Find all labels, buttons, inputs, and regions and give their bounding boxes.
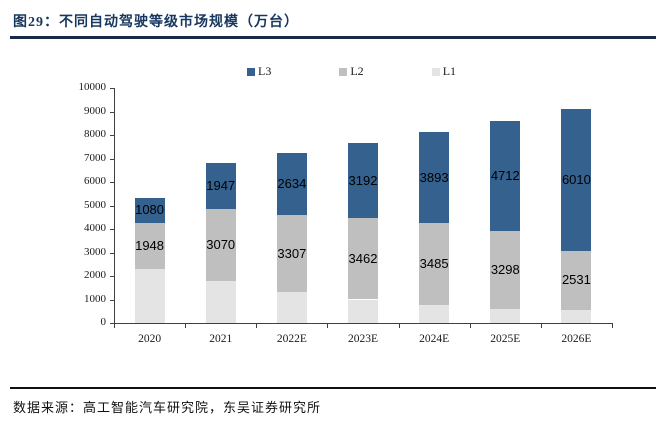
- x-axis-tick: [398, 324, 400, 328]
- legend-swatch-l1: [431, 67, 440, 76]
- legend-label-l2: L2: [350, 64, 364, 78]
- bar-value-label: 1947: [206, 177, 236, 193]
- bar-value-label: 3307: [277, 245, 307, 261]
- x-axis-tick: [256, 324, 258, 328]
- x-axis-category-label: 2023E: [347, 333, 379, 345]
- bar-segment-l2: [490, 231, 521, 309]
- x-axis-tick: [327, 324, 329, 328]
- bar-value-label: 2634: [277, 175, 307, 191]
- bar-segment-l2: [419, 223, 450, 306]
- y-axis-tick: [110, 323, 114, 324]
- bar-value-label: 3485: [419, 256, 449, 272]
- chart-legend: L3 L2 L1: [247, 64, 456, 79]
- y-axis-tick-label: 9000: [84, 104, 106, 117]
- x-axis-line: [114, 323, 613, 324]
- bar-segment-l1: [205, 280, 236, 323]
- y-axis-tick-label: 1000: [84, 292, 106, 305]
- legend-label-l3: L3: [258, 64, 272, 78]
- bar-segment-l3: [134, 197, 165, 224]
- x-axis-tick: [540, 324, 542, 328]
- bar-value-label: 1948: [135, 238, 165, 254]
- bar-value-label: 4712: [490, 168, 520, 184]
- x-axis-category-label: 2021: [209, 333, 233, 345]
- legend-swatch-l2: [339, 67, 348, 76]
- bar-value-label: 1080: [135, 202, 165, 218]
- data-source-text: 数据来源：高工智能汽车研究院，东吴证券研究所: [13, 400, 322, 415]
- legend-item-l2: L2: [339, 64, 364, 79]
- title-divider: [10, 36, 656, 39]
- y-axis-tick: [110, 276, 114, 277]
- bar-segment-l3: [490, 120, 521, 232]
- bar-segment-l1: [276, 292, 307, 323]
- y-axis-tick: [110, 135, 114, 136]
- y-axis-tick: [110, 229, 114, 230]
- y-axis-tick-label: 5000: [84, 198, 106, 211]
- y-axis-tick: [110, 158, 114, 160]
- y-axis-tick-label: 7000: [84, 151, 106, 164]
- bar-segment-l2: [348, 218, 378, 300]
- x-axis-category-label: 2022E: [276, 333, 307, 345]
- x-axis-tick: [469, 324, 471, 328]
- footer-divider: [10, 387, 656, 389]
- legend-swatch-l3: [247, 67, 255, 76]
- y-axis-tick-label: 0: [100, 316, 107, 328]
- x-axis-tick: [612, 324, 613, 328]
- bar-value-label: 3298: [490, 262, 520, 278]
- y-axis-tick-label: 2000: [84, 269, 106, 281]
- y-axis-tick-label: 10000: [78, 81, 107, 93]
- bar-segment-l2: [205, 208, 236, 281]
- x-axis-tick: [114, 324, 115, 328]
- bar-value-label: 3070: [206, 236, 236, 252]
- bar-segment-l3: [276, 152, 307, 215]
- bar-segment-l3: [419, 131, 450, 224]
- y-axis-tick: [110, 182, 114, 183]
- bar-segment-l1: [561, 310, 592, 323]
- bar-segment-l2: [134, 223, 165, 269]
- y-axis-tick: [110, 111, 114, 113]
- y-axis-tick: [110, 299, 114, 301]
- y-axis-line: [114, 88, 115, 323]
- figure-title: 图29：不同自动驾驶等级市场规模（万台）: [13, 15, 299, 30]
- x-axis-category-label: 2024E: [419, 333, 450, 345]
- bar-segment-l3: [561, 109, 592, 251]
- bar-segment-l1: [490, 308, 521, 323]
- legend-item-l3: L3: [247, 64, 271, 79]
- bar-value-label: 6010: [561, 171, 591, 187]
- bar-value-label: 2531: [561, 272, 591, 288]
- y-axis-tick-label: 6000: [84, 175, 106, 187]
- x-axis-tick: [185, 324, 187, 328]
- legend-label-l1: L1: [442, 64, 457, 78]
- bar-segment-l1: [134, 268, 165, 323]
- legend-item-l1: L1: [431, 64, 457, 79]
- bar-value-label: 3893: [419, 169, 449, 185]
- bar-segment-l2: [276, 214, 307, 293]
- bar-segment-l3: [205, 162, 236, 209]
- y-axis-tick-label: 4000: [84, 222, 106, 234]
- bar-segment-l1: [419, 305, 450, 323]
- bar-segment-l1: [348, 299, 378, 323]
- bar-segment-l2: [561, 250, 592, 311]
- y-axis-tick: [110, 252, 114, 254]
- y-axis-tick-label: 8000: [84, 128, 106, 140]
- y-axis-tick: [110, 205, 114, 207]
- bar-segment-l3: [348, 143, 378, 219]
- y-axis-tick: [110, 88, 114, 89]
- x-axis-category-label: 2026E: [561, 333, 592, 345]
- bar-value-label: 3192: [348, 172, 378, 188]
- y-axis-tick-label: 3000: [84, 245, 106, 258]
- x-axis-category-label: 2020: [138, 333, 162, 345]
- x-axis-category-label: 2025E: [490, 333, 521, 345]
- bar-value-label: 3462: [348, 250, 378, 266]
